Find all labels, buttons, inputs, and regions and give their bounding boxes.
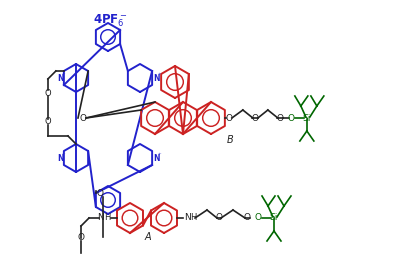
Text: O: O xyxy=(251,113,258,123)
Text: $^+$: $^+$ xyxy=(158,73,164,77)
Text: N: N xyxy=(153,74,159,83)
Text: O: O xyxy=(78,234,84,242)
Text: O: O xyxy=(216,213,222,222)
Text: $^+$: $^+$ xyxy=(158,153,164,157)
Text: H: H xyxy=(104,213,110,222)
Text: N: N xyxy=(153,154,159,162)
Text: O: O xyxy=(287,113,294,123)
Text: O: O xyxy=(244,213,250,222)
Text: N: N xyxy=(57,74,63,83)
Text: O: O xyxy=(96,190,104,198)
Text: $^+$: $^+$ xyxy=(62,153,68,157)
Text: O: O xyxy=(44,89,51,98)
Text: 4PF$_6^-$: 4PF$_6^-$ xyxy=(93,12,127,28)
Text: O: O xyxy=(44,117,51,126)
Text: O: O xyxy=(276,113,283,123)
Text: H: H xyxy=(190,213,196,222)
Text: Si: Si xyxy=(303,113,311,123)
Text: Si: Si xyxy=(270,213,278,222)
Text: N: N xyxy=(184,213,191,222)
Text: A: A xyxy=(145,232,151,242)
Text: O: O xyxy=(225,113,232,123)
Text: N: N xyxy=(57,154,63,162)
Text: O: O xyxy=(254,213,262,222)
Text: N: N xyxy=(97,213,104,222)
Text: O: O xyxy=(80,113,86,123)
Text: B: B xyxy=(227,135,234,145)
Text: $^+$: $^+$ xyxy=(62,73,68,77)
